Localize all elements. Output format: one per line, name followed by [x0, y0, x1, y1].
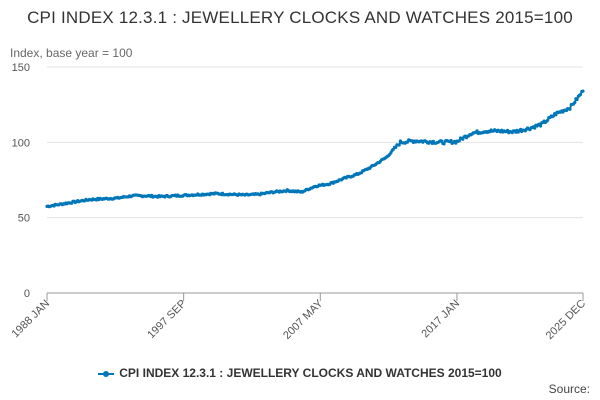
- data-point[interactable]: [461, 137, 465, 141]
- data-point[interactable]: [573, 100, 577, 105]
- x-tick-label: 2017 JAN: [419, 298, 462, 341]
- legend-swatch-icon: [98, 369, 115, 379]
- series-line: [46, 90, 584, 208]
- data-point[interactable]: [397, 143, 401, 147]
- y-tick-label: 0: [24, 288, 30, 300]
- x-tick-label: 1997 SEP: [145, 298, 189, 342]
- data-point[interactable]: [475, 129, 479, 133]
- data-point[interactable]: [579, 92, 583, 97]
- y-axis-label: Index, base year = 100: [10, 46, 133, 60]
- data-point[interactable]: [575, 97, 579, 102]
- y-tick-label: 100: [12, 137, 30, 149]
- x-tick-label: 1988 JAN: [9, 298, 52, 341]
- x-tick-label: 2025 DEC: [544, 298, 588, 342]
- data-point[interactable]: [554, 113, 558, 117]
- data-point[interactable]: [546, 118, 550, 122]
- data-point[interactable]: [440, 139, 444, 143]
- data-point[interactable]: [442, 142, 446, 146]
- legend[interactable]: CPI INDEX 12.3.1 : JEWELLERY CLOCKS AND …: [0, 366, 600, 380]
- legend-label: CPI INDEX 12.3.1 : JEWELLERY CLOCKS AND …: [119, 366, 502, 380]
- data-point[interactable]: [568, 107, 572, 111]
- data-point[interactable]: [449, 138, 453, 143]
- y-tick-label: 50: [18, 213, 30, 225]
- source-label: Source:: [548, 382, 590, 396]
- y-tick-label: 150: [12, 62, 30, 74]
- data-point[interactable]: [581, 89, 585, 93]
- chart-title: CPI INDEX 12.3.1 : JEWELLERY CLOCKS AND …: [27, 8, 573, 27]
- data-point[interactable]: [539, 124, 543, 128]
- data-point[interactable]: [506, 128, 510, 132]
- data-point[interactable]: [394, 145, 398, 150]
- x-tick-label: 2007 MAY: [281, 297, 326, 342]
- data-point[interactable]: [457, 139, 461, 143]
- data-point[interactable]: [533, 126, 537, 130]
